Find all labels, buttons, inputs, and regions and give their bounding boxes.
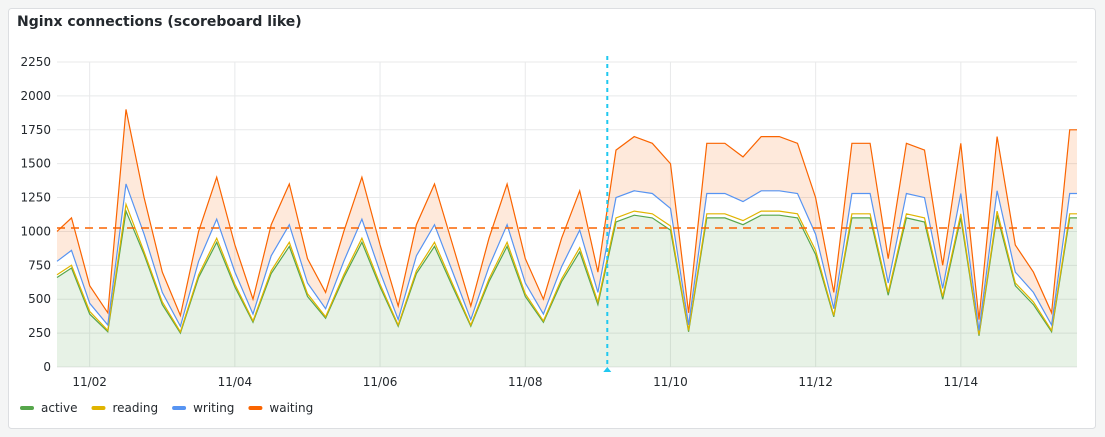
y-tick-label: 0 [43, 360, 51, 374]
series-line [56, 201, 1077, 335]
panel-frame [8, 8, 1096, 429]
x-tick-label: 11/06 [363, 375, 398, 389]
legend-label: waiting [269, 401, 313, 415]
panel-title: Nginx connections (scoreboard like) [17, 14, 302, 30]
y-tick-label: 1250 [20, 191, 51, 205]
x-tick-label: 11/10 [653, 375, 688, 389]
x-tick-label: 11/04 [218, 375, 253, 389]
legend-label: active [41, 401, 77, 415]
y-tick-label: 1750 [20, 123, 51, 137]
y-tick-label: 2000 [20, 89, 51, 103]
legend-label: reading [112, 401, 158, 415]
x-tick-label: 11/12 [798, 375, 833, 389]
y-tick-label: 1500 [20, 157, 51, 171]
series-line [56, 183, 1077, 331]
x-tick-label: 11/14 [944, 375, 979, 389]
legend-label: writing [193, 401, 234, 415]
x-tick-label: 11/02 [72, 375, 107, 389]
series-line [56, 109, 1077, 320]
y-tick-label: 500 [28, 292, 51, 306]
legend-swatch [248, 406, 263, 410]
annotation-marker [603, 367, 612, 372]
area-fill [57, 109, 1077, 331]
area-fill [57, 211, 1077, 367]
y-tick-label: 750 [28, 258, 51, 272]
y-tick-label: 250 [28, 326, 51, 340]
legend-swatch [20, 406, 34, 410]
y-tick-label: 2250 [20, 55, 51, 69]
legend-swatch [172, 406, 187, 410]
y-tick-label: 1000 [20, 224, 51, 238]
legend-swatch [91, 406, 106, 410]
series-line [56, 208, 1077, 336]
x-tick-label: 11/08 [508, 375, 543, 389]
